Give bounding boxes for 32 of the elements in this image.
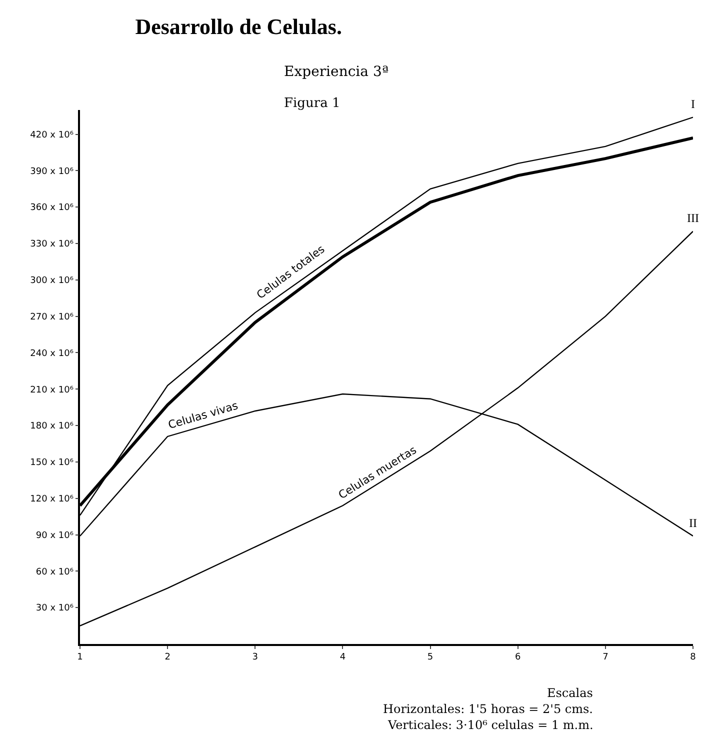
y-tick-label: 360 x 10⁶ (30, 203, 74, 214)
y-tick-label: 270 x 10⁶ (30, 312, 74, 322)
text: Horizontales: 1'5 horas = 2'5 cms. (383, 702, 593, 716)
y-tick-label: 90 x 10⁶ (36, 530, 74, 541)
annotation: Figura 1 (284, 96, 340, 111)
annotation: II (689, 516, 697, 530)
y-tick-label: 300 x 10⁶ (30, 276, 74, 286)
x-tick-label: 7 (602, 652, 608, 663)
y-tick-label: 30 x 10⁶ (36, 604, 74, 614)
y-tick-label: 180 x 10⁶ (30, 422, 74, 432)
x-tick-label: 3 (252, 652, 258, 663)
chart-subtitle: Experiencia 3ª (284, 64, 389, 80)
y-tick-label: 60 x 10⁶ (36, 567, 74, 578)
x-tick-label: 8 (690, 652, 696, 663)
text: Verticales: 3·10⁶ celulas = 1 m.m. (387, 718, 594, 732)
x-tick-label: 6 (514, 652, 521, 663)
y-tick-label: 390 x 10⁶ (30, 166, 74, 177)
y-tick-label: 330 x 10⁶ (30, 240, 74, 250)
y-tick-label: 240 x 10⁶ (30, 348, 74, 359)
y-tick-label: 150 x 10⁶ (30, 458, 74, 468)
x-tick-label: 2 (164, 652, 170, 663)
text: Celulas vivas (166, 398, 240, 432)
x-tick-label: 4 (340, 652, 346, 663)
text: Escalas (547, 686, 593, 700)
y-tick-label: 120 x 10⁶ (30, 494, 74, 505)
chart-title: Desarrollo de Celulas. (135, 14, 342, 40)
x-tick-label: 1 (77, 652, 83, 663)
y-tick-label: 210 x 10⁶ (30, 385, 74, 396)
x-tick-label: 5 (427, 652, 434, 663)
annotation: I (691, 97, 695, 111)
annotation: III (687, 211, 699, 225)
y-tick-label: 420 x 10⁶ (30, 130, 74, 140)
